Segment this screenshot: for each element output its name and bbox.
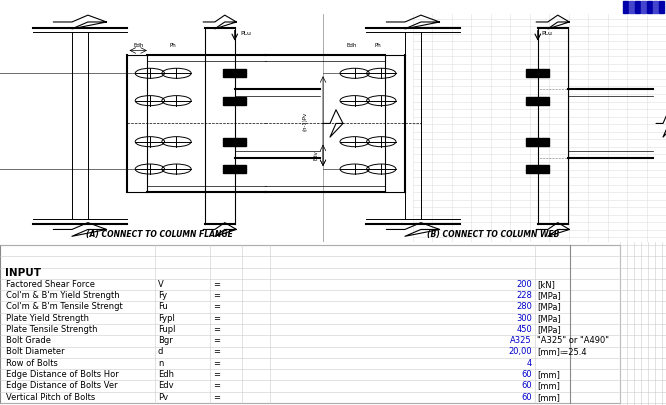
- Text: A325: A325: [510, 336, 532, 345]
- Text: 200: 200: [516, 280, 532, 289]
- Text: =: =: [213, 313, 220, 323]
- Text: Bgr: Bgr: [158, 336, 172, 345]
- Text: Fy: Fy: [158, 291, 167, 300]
- Bar: [623, 1, 628, 13]
- Bar: [641, 1, 646, 13]
- Text: Edh: Edh: [346, 43, 356, 48]
- Text: (n-1)Pv: (n-1)Pv: [302, 112, 308, 131]
- Text: Ph: Ph: [374, 43, 382, 48]
- Text: [MPa]: [MPa]: [537, 303, 561, 311]
- Text: 60: 60: [521, 382, 532, 390]
- Bar: [223, 69, 246, 77]
- Text: [MPa]: [MPa]: [537, 325, 561, 334]
- Text: Edv: Edv: [158, 382, 174, 390]
- Text: [mm]: [mm]: [537, 392, 560, 402]
- Bar: [223, 165, 246, 173]
- Text: Edh: Edh: [158, 370, 174, 379]
- Bar: [223, 97, 246, 104]
- Text: =: =: [213, 392, 220, 402]
- Bar: [629, 1, 634, 13]
- Bar: [653, 1, 658, 13]
- Text: 280: 280: [516, 303, 532, 311]
- Text: Edh: Edh: [133, 43, 143, 48]
- Text: Row of Bolts: Row of Bolts: [6, 359, 58, 368]
- Text: 300: 300: [516, 313, 532, 323]
- Text: "A325" or "A490": "A325" or "A490": [537, 336, 609, 345]
- Text: Pv: Pv: [158, 392, 168, 402]
- Text: PLu: PLu: [240, 30, 251, 36]
- Text: 228: 228: [516, 291, 532, 300]
- Text: =: =: [213, 336, 220, 345]
- Text: 20,00: 20,00: [508, 347, 532, 356]
- Text: Ph: Ph: [170, 43, 176, 48]
- Text: Fu: Fu: [158, 303, 168, 311]
- Text: 4: 4: [527, 359, 532, 368]
- Text: Edge Distance of Bolts Ver: Edge Distance of Bolts Ver: [6, 382, 118, 390]
- Bar: [223, 138, 246, 146]
- Text: (A) CONNECT TO COLUMN FLANGE: (A) CONNECT TO COLUMN FLANGE: [87, 230, 233, 239]
- Bar: [526, 138, 549, 146]
- Text: PLu: PLu: [541, 30, 552, 36]
- Text: Plate Yield Strength: Plate Yield Strength: [6, 313, 89, 323]
- Bar: [635, 1, 640, 13]
- Text: INPUT: INPUT: [5, 268, 41, 278]
- Text: 60: 60: [521, 392, 532, 402]
- Text: [mm]: [mm]: [537, 370, 560, 379]
- Text: Fupl: Fupl: [158, 325, 176, 334]
- Text: Bolt Grade: Bolt Grade: [6, 336, 51, 345]
- Text: =: =: [213, 359, 220, 368]
- Text: END PLATE BOLTED CONNECTION DESIGN AND COST ESTIMATION: END PLATE BOLTED CONNECTION DESIGN AND C…: [3, 2, 334, 11]
- Text: Edge Distance of Bolts Hor: Edge Distance of Bolts Hor: [6, 370, 119, 379]
- Text: Col'm & B'm Yield Strength: Col'm & B'm Yield Strength: [6, 291, 120, 300]
- Bar: [647, 1, 652, 13]
- Text: Fypl: Fypl: [158, 313, 175, 323]
- Text: Bolt Diameter: Bolt Diameter: [6, 347, 65, 356]
- Text: Factored Shear Force: Factored Shear Force: [6, 280, 95, 289]
- Text: =: =: [213, 280, 220, 289]
- Bar: [526, 69, 549, 77]
- Text: =: =: [213, 347, 220, 356]
- Text: [mm]≔25.4: [mm]≔25.4: [537, 347, 587, 356]
- Text: [kN]: [kN]: [537, 280, 555, 289]
- Text: [MPa]: [MPa]: [537, 291, 561, 300]
- Text: =: =: [213, 370, 220, 379]
- Bar: [526, 165, 549, 173]
- Text: =: =: [213, 325, 220, 334]
- Text: Vertical Pitch of Bolts: Vertical Pitch of Bolts: [6, 392, 95, 402]
- Text: (B) CONNECT TO COLUMN WEB: (B) CONNECT TO COLUMN WEB: [427, 230, 559, 239]
- Text: =: =: [213, 291, 220, 300]
- Bar: [526, 97, 549, 104]
- Text: [mm]: [mm]: [537, 382, 560, 390]
- Text: Plate Tensile Strength: Plate Tensile Strength: [6, 325, 97, 334]
- Text: d: d: [158, 347, 163, 356]
- Text: =: =: [213, 303, 220, 311]
- Text: [MPa]: [MPa]: [537, 313, 561, 323]
- Text: n: n: [158, 359, 163, 368]
- Text: 450: 450: [516, 325, 532, 334]
- Text: Col'm & B'm Tensile Strengt: Col'm & B'm Tensile Strengt: [6, 303, 123, 311]
- Text: =: =: [213, 382, 220, 390]
- Text: V: V: [158, 280, 164, 289]
- Text: Edv: Edv: [313, 151, 318, 160]
- Bar: [659, 1, 664, 13]
- Text: 60: 60: [521, 370, 532, 379]
